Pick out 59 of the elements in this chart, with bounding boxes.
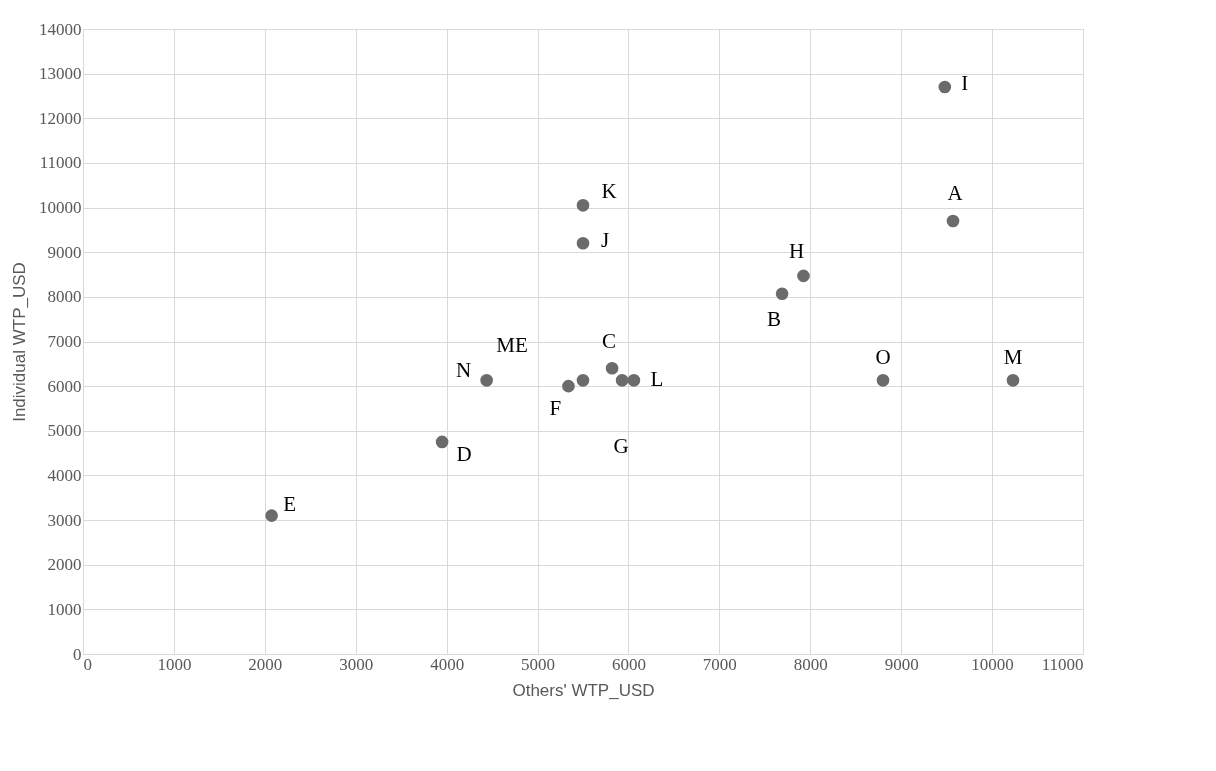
point xyxy=(605,361,619,375)
y-tick-label: 3000 xyxy=(47,510,82,530)
annotation: I xyxy=(961,71,969,96)
annotation: N xyxy=(456,358,472,383)
y-tick-label: 7000 xyxy=(47,332,82,351)
y-tick-label: 10000 xyxy=(39,198,82,218)
annotation: D xyxy=(456,441,472,466)
y-tick-label: 14000 xyxy=(39,19,82,39)
annotation: C xyxy=(602,329,617,354)
point xyxy=(435,435,449,449)
y-tick-label: 11000 xyxy=(39,153,82,173)
x-tick-label: 4000 xyxy=(430,654,465,674)
x-tick-label: 3000 xyxy=(339,654,374,674)
annotation: H xyxy=(788,238,805,263)
annotation: F xyxy=(549,396,562,421)
y-tick-label: 12000 xyxy=(39,108,82,128)
y-tick-label: 4000 xyxy=(47,465,82,485)
x-tick-label: 11000 xyxy=(1041,654,1084,674)
y-tick-label: 6000 xyxy=(47,376,82,396)
y-tick-label: 5000 xyxy=(47,421,82,441)
point xyxy=(1006,374,1020,387)
point xyxy=(562,379,575,393)
annotation: G xyxy=(613,434,629,459)
x-tick-label: 1000 xyxy=(157,654,192,674)
x-tick-label: 2000 xyxy=(248,654,283,674)
x-tick-label: 8000 xyxy=(793,654,828,674)
point xyxy=(876,374,890,387)
y-tick-label: 9000 xyxy=(47,242,82,262)
point xyxy=(627,374,641,387)
y-axis-title: Individual WTP_USD xyxy=(10,262,29,422)
y-tick-label: 1000 xyxy=(47,599,82,619)
point xyxy=(265,509,278,522)
annotation: K xyxy=(601,179,617,204)
y-tick-label: 2000 xyxy=(47,555,82,575)
point xyxy=(576,236,590,250)
x-tick-label: 6000 xyxy=(611,654,646,674)
point xyxy=(480,374,493,387)
y-tick-label: 8000 xyxy=(47,287,82,307)
x-tick-label: 10000 xyxy=(971,654,1014,674)
point xyxy=(775,287,789,301)
annotation: J xyxy=(600,228,610,253)
annotation: L xyxy=(650,367,664,392)
point xyxy=(797,269,810,283)
point xyxy=(615,374,629,387)
annotation: ME xyxy=(496,333,528,358)
annotation: E xyxy=(283,491,297,516)
x-tick-label: 7000 xyxy=(702,654,737,674)
x-tick-label: 5000 xyxy=(521,654,556,674)
annotation: O xyxy=(875,345,891,370)
x-tick-label: 9000 xyxy=(884,654,919,674)
point xyxy=(576,374,590,387)
annotation: A xyxy=(947,180,964,205)
annotation: B xyxy=(767,306,782,331)
x-axis-title: Others' WTP_USD xyxy=(512,680,655,700)
point xyxy=(938,80,952,94)
point xyxy=(946,214,960,228)
point xyxy=(576,199,590,212)
y-tick-label: 13000 xyxy=(39,64,82,84)
annotation: M xyxy=(1003,345,1023,370)
